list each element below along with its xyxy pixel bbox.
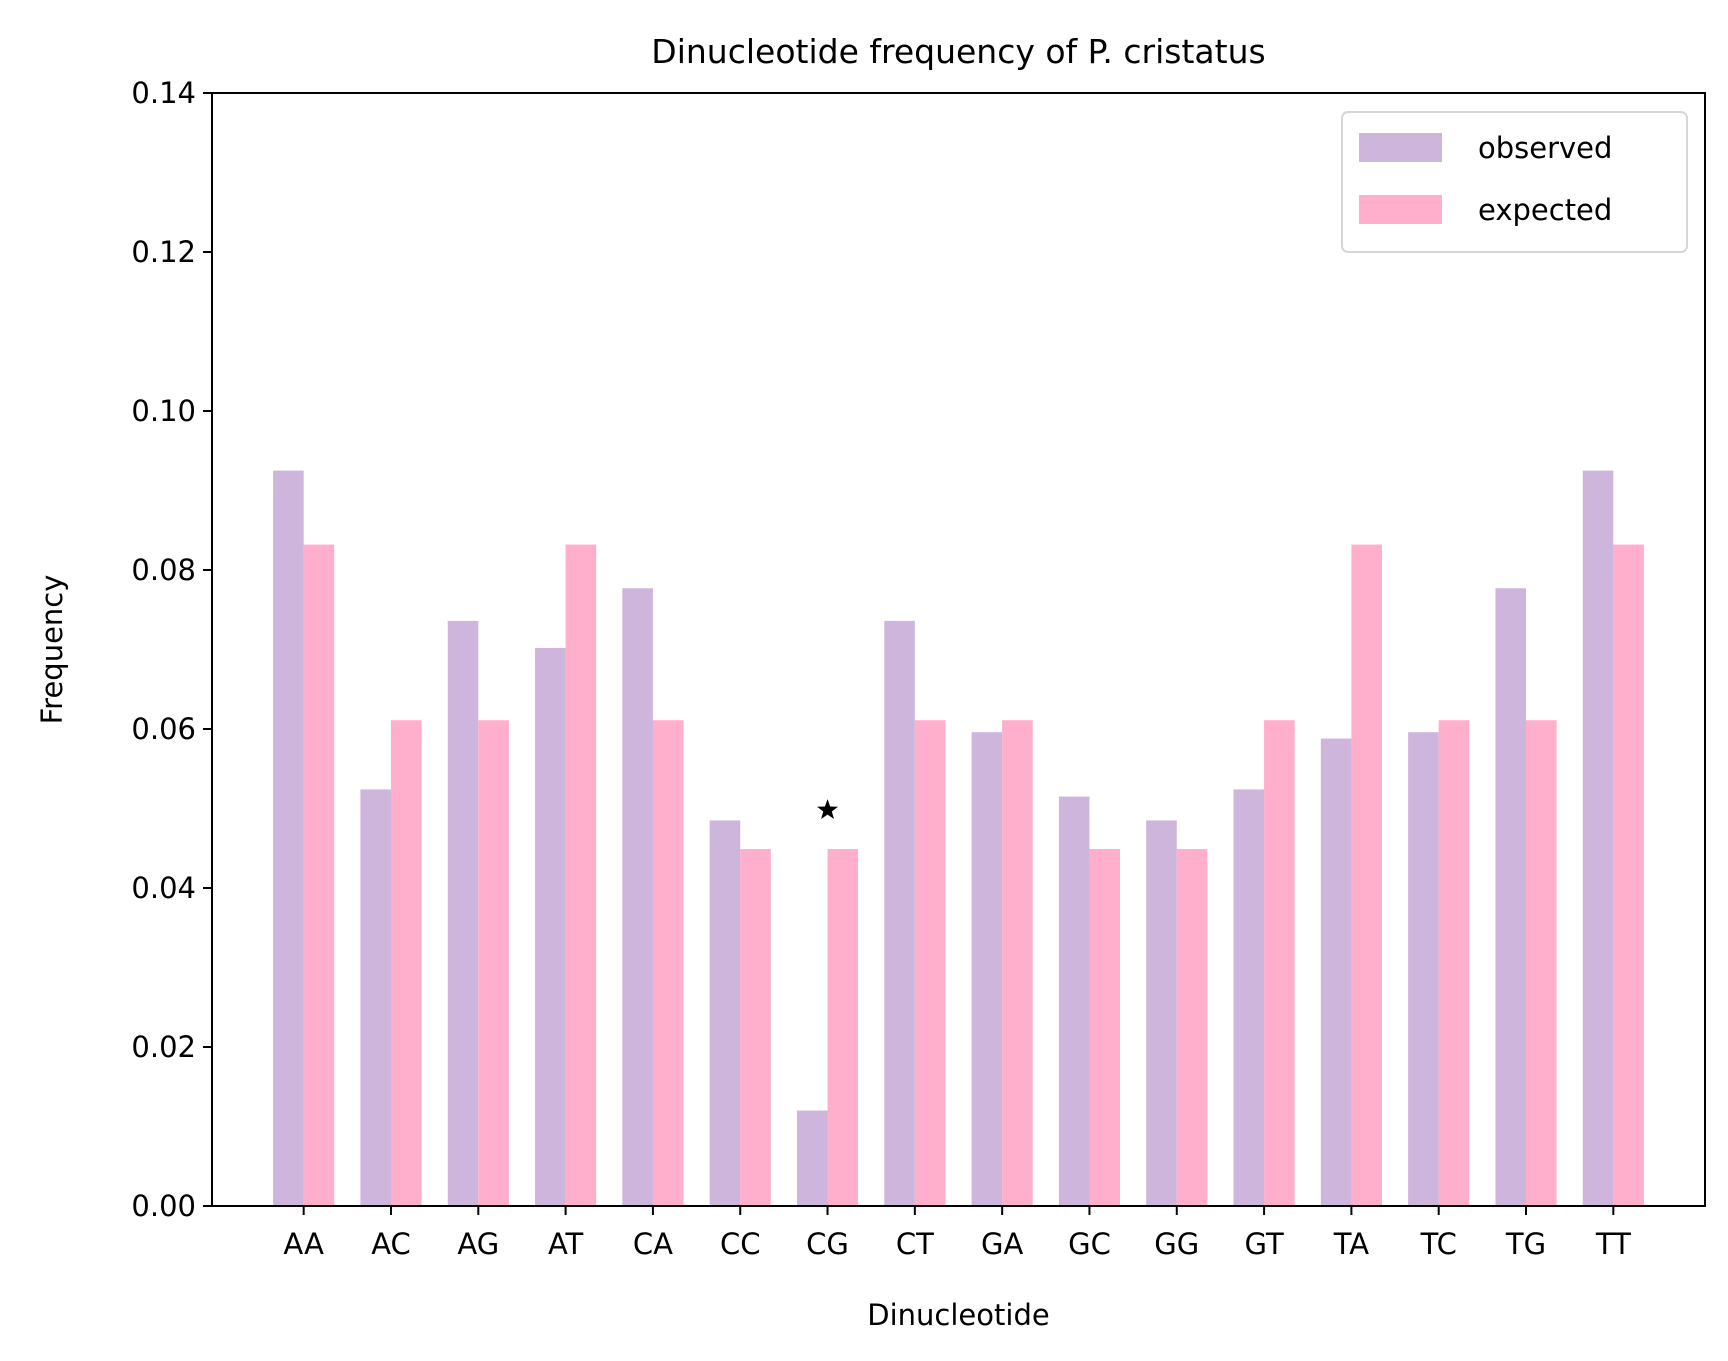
bar-observed-AA (273, 470, 304, 1206)
bar-expected-CG (827, 849, 859, 1206)
bar-observed-AT (535, 647, 566, 1206)
x-tick-label: TG (1505, 1227, 1546, 1261)
bar-expected-AT (565, 544, 597, 1206)
bar-expected-GA (1002, 720, 1033, 1206)
y-axis: 0.00 0.02 0.04 0.06 0.08 0.10 0.12 0.14 (131, 76, 212, 1223)
y-tick-label: 0.12 (131, 235, 196, 269)
bar-observed-CT (884, 620, 915, 1206)
bar-expected-TA (1351, 544, 1382, 1206)
y-tick-label: 0.04 (131, 871, 196, 905)
x-tick-label: AC (371, 1227, 411, 1261)
bar-observed-GA (971, 732, 1003, 1206)
bar-observed-TC (1408, 732, 1439, 1206)
bar-expected-GT (1264, 720, 1295, 1206)
x-tick-label: TC (1420, 1227, 1457, 1261)
bar-expected-AA (303, 544, 335, 1206)
x-tick-label: CC (720, 1227, 761, 1261)
legend-swatch-expected (1359, 195, 1442, 224)
x-tick-label: GA (981, 1227, 1023, 1261)
bar-expected-CC (740, 849, 771, 1206)
x-tick-label: CA (633, 1227, 673, 1261)
bar-expected-GC (1089, 849, 1121, 1206)
annotations-layer (817, 799, 838, 819)
chart-title: Dinucleotide frequency of P. cristatus (651, 32, 1265, 71)
legend: observed expected (1341, 111, 1688, 253)
bar-expected-TG (1526, 720, 1557, 1206)
y-tick-label: 0.00 (131, 1189, 196, 1223)
bar-observed-GT (1233, 789, 1265, 1206)
x-tick-label: GC (1068, 1227, 1111, 1261)
y-axis-label: Frequency (35, 575, 69, 725)
y-tick-label: 0.06 (131, 712, 196, 746)
x-axis-label: Dinucleotide (867, 1298, 1049, 1332)
bar-observed-TA (1320, 738, 1352, 1206)
y-tick-label: 0.10 (131, 394, 196, 428)
bar-observed-CG (796, 1110, 828, 1206)
bar-expected-AG (478, 720, 509, 1206)
bar-expected-CA (652, 720, 684, 1206)
bar-observed-GG (1146, 820, 1177, 1206)
x-tick-label: CG (806, 1227, 849, 1261)
legend-swatch-observed (1359, 133, 1442, 162)
bars-layer (273, 470, 1644, 1206)
bar-expected-TT (1613, 544, 1644, 1206)
x-tick-label: AT (548, 1227, 584, 1261)
star-marker-CG (817, 799, 838, 819)
bar-observed-GC (1058, 796, 1090, 1206)
bar-observed-CA (622, 588, 653, 1206)
x-tick-label: GT (1245, 1227, 1284, 1261)
bar-expected-CT (914, 720, 946, 1206)
x-axis: AA AC AG AT CA CC CG CT GA GC GG GT TA TC TG TT (283, 1206, 1631, 1261)
x-tick-label: AA (283, 1227, 324, 1261)
legend-label-expected: expected (1478, 193, 1612, 227)
x-tick-label: GG (1154, 1227, 1199, 1261)
y-tick-label: 0.02 (131, 1030, 196, 1064)
x-tick-label: TA (1333, 1227, 1369, 1261)
plot-frame (211, 92, 1706, 1207)
bar-expected-AC (390, 720, 422, 1206)
bar-observed-AC (360, 789, 391, 1206)
y-tick-label: 0.08 (131, 553, 196, 587)
bar-observed-TT (1582, 470, 1614, 1206)
bar-observed-TG (1495, 588, 1527, 1206)
bar-observed-AG (447, 620, 479, 1206)
bar-expected-TC (1438, 720, 1470, 1206)
y-tick-label: 0.14 (131, 76, 196, 110)
x-tick-label: TT (1595, 1227, 1631, 1261)
bar-observed-CC (709, 820, 741, 1206)
x-tick-label: CT (896, 1227, 934, 1261)
bar-expected-GG (1176, 849, 1208, 1206)
x-tick-label: AG (457, 1227, 499, 1261)
legend-label-observed: observed (1478, 131, 1612, 165)
